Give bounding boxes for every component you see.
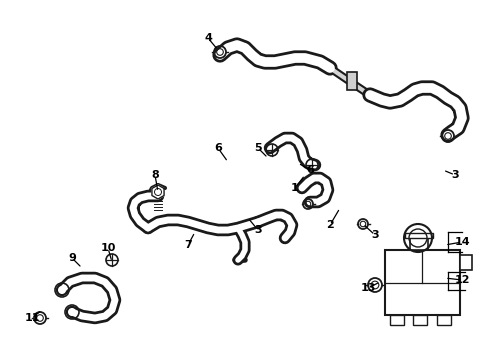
Bar <box>389 315 403 325</box>
Text: 6: 6 <box>214 143 222 153</box>
Text: 4: 4 <box>203 33 211 43</box>
Text: 3: 3 <box>450 170 458 180</box>
Text: 5: 5 <box>254 143 261 153</box>
Text: 11: 11 <box>24 313 40 323</box>
Text: 6: 6 <box>305 165 313 175</box>
Text: 10: 10 <box>100 243 116 253</box>
Circle shape <box>68 308 76 316</box>
Text: 13: 13 <box>360 283 375 293</box>
Bar <box>409 238 427 250</box>
Bar <box>459 255 471 270</box>
Circle shape <box>58 286 66 294</box>
Bar <box>412 315 426 325</box>
Bar <box>404 233 432 238</box>
Text: 1: 1 <box>290 183 298 193</box>
Text: 3: 3 <box>254 225 261 235</box>
Text: 7: 7 <box>184 240 191 250</box>
Text: 12: 12 <box>453 275 469 285</box>
Bar <box>436 315 450 325</box>
Text: 8: 8 <box>151 170 159 180</box>
Polygon shape <box>152 185 164 199</box>
Text: 14: 14 <box>453 237 469 247</box>
Text: 9: 9 <box>68 253 76 263</box>
Text: 2: 2 <box>325 220 333 230</box>
Text: 3: 3 <box>370 230 378 240</box>
Bar <box>384 250 459 315</box>
Bar <box>346 72 356 90</box>
